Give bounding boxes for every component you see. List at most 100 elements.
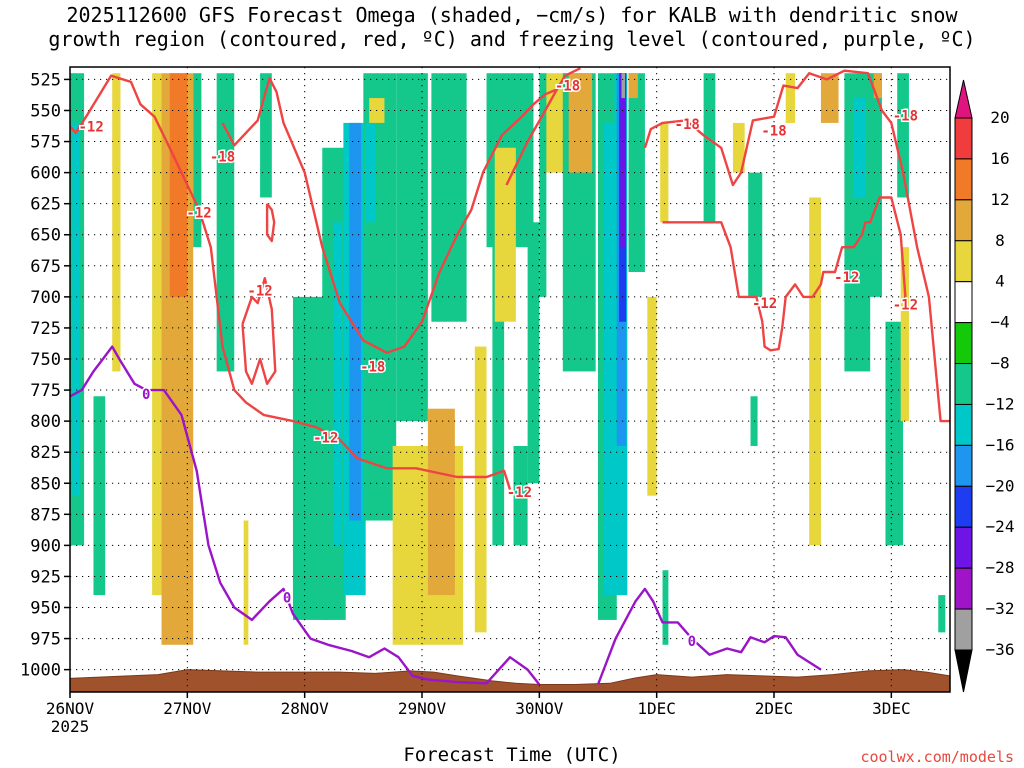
y-tick-label: 675 [30, 257, 61, 277]
contour-label: -18 [210, 149, 235, 165]
dgz-minus12-contour [505, 67, 581, 186]
plot-frame [69, 66, 951, 693]
contour-label: 0 [142, 387, 150, 403]
y-tick-label: 1000 [20, 661, 61, 681]
chart-title-line-1: 2025112600 GFS Forecast Omega (shaded, −… [66, 3, 958, 27]
y-tick-label: 725 [30, 319, 61, 339]
omega-band [349, 122, 361, 521]
omega-band [260, 73, 272, 198]
y-tick-label: 850 [30, 474, 61, 494]
colorbar-label: −20 [986, 476, 1015, 495]
contour-label: -12 [893, 297, 918, 313]
contour-label: -18 [555, 79, 580, 95]
omega-band [620, 73, 625, 248]
colorbar-bottom-arrow [954, 649, 973, 693]
contour-label: -12 [752, 296, 777, 312]
omega-band [193, 73, 202, 248]
y-tick-label: 525 [30, 70, 61, 90]
omega-band [867, 73, 882, 297]
dgz-minus12-contour [265, 202, 276, 243]
x-tick-label: 2DEC [755, 699, 794, 718]
colorbar-label: 12 [990, 190, 1009, 209]
omega-band [427, 408, 455, 596]
omega-band [748, 172, 763, 297]
colorbar-label: −8 [990, 354, 1009, 373]
colorbar-swatch [954, 199, 973, 242]
omega-band [621, 73, 625, 99]
contour-label: -12 [507, 485, 532, 501]
colorbar-swatch [954, 403, 973, 446]
y-tick-label: 650 [30, 226, 61, 246]
colorbar-swatch [954, 485, 973, 528]
colorbar-label: −32 [986, 599, 1015, 618]
colorbar-label: 8 [995, 231, 1005, 250]
contour-label: -12 [78, 120, 103, 136]
omega-band [527, 222, 540, 484]
contour-label: -18 [360, 359, 385, 375]
x-tick-label: 3DEC [872, 699, 911, 718]
dgz-minus18-contour [643, 69, 950, 423]
y-tick-label: 700 [30, 288, 61, 308]
colorbar-swatch [954, 281, 973, 324]
freezing-level-contour [596, 587, 822, 685]
colorbar-label: −36 [986, 640, 1015, 659]
omega-band [662, 570, 669, 645]
contour-labels: -12 -18 -12 -12 -18 -12 -12 -18 -18 -18 -12 -12 -12 -… [77, 77, 920, 651]
omega-band [938, 595, 946, 633]
dgz-minus18-contour [221, 76, 558, 354]
y-tick-label: 825 [30, 443, 61, 463]
colorbar-label: −16 [986, 435, 1015, 454]
omega-band [492, 172, 505, 546]
omega-band [112, 73, 121, 372]
x-tick-label: 26NOV [46, 699, 95, 718]
x-tick-label: 27NOV [163, 699, 212, 718]
colorbar-swatch [954, 322, 973, 365]
dgz-minus12-contour [662, 196, 907, 352]
contour-label: -12 [313, 430, 338, 446]
colorbar-swatch [954, 158, 973, 201]
contour-label: -18 [893, 108, 918, 124]
omega-band [820, 73, 839, 123]
omega-band [152, 73, 162, 596]
contour-label: -18 [675, 117, 700, 133]
colorbar-label: −24 [986, 517, 1015, 536]
y-tick-label: 925 [30, 567, 61, 587]
omega-band [334, 222, 343, 546]
colorbar-swatch [954, 363, 973, 405]
y-tick-label: 575 [30, 133, 61, 153]
colorbar-swatch [954, 240, 973, 283]
omega-band [539, 73, 547, 297]
omega-band [785, 73, 796, 123]
colorbar-label: 4 [995, 272, 1005, 291]
omega-band [396, 73, 428, 422]
colorbar-label: 16 [990, 149, 1009, 168]
omega-band [873, 73, 882, 99]
omega-band [628, 73, 645, 273]
y-tick-label: 875 [30, 505, 61, 525]
y-tick-label: 800 [30, 412, 61, 432]
x-year-label: 2025 [51, 717, 90, 736]
dgz-minus12-contour [241, 277, 277, 385]
omega-band [885, 321, 904, 546]
dgz-minus12-contour [70, 74, 512, 490]
contour-label: 0 [688, 634, 696, 650]
watermark: coolwx.com/models [860, 748, 1014, 766]
omega-band [603, 122, 615, 596]
colorbar-swatch [954, 444, 973, 487]
omega-band [72, 122, 80, 496]
contours [70, 67, 950, 686]
y-tick-label: 950 [30, 599, 61, 619]
ground-surface [70, 669, 950, 692]
colorbar-swatch [954, 117, 973, 160]
colorbar-label: −28 [986, 558, 1015, 577]
omega-band [474, 346, 487, 633]
terrain [70, 669, 950, 692]
chart-title-line-2: growth region (contoured, red, ºC) and f… [48, 27, 976, 51]
x-tick-label: 1DEC [637, 699, 676, 718]
x-tick-label: 29NOV [398, 699, 447, 718]
y-tick-label: 750 [30, 350, 61, 370]
omega-band [732, 122, 745, 173]
omega-band [243, 520, 249, 645]
colorbar-swatch [954, 526, 973, 569]
omega-band [568, 73, 593, 173]
